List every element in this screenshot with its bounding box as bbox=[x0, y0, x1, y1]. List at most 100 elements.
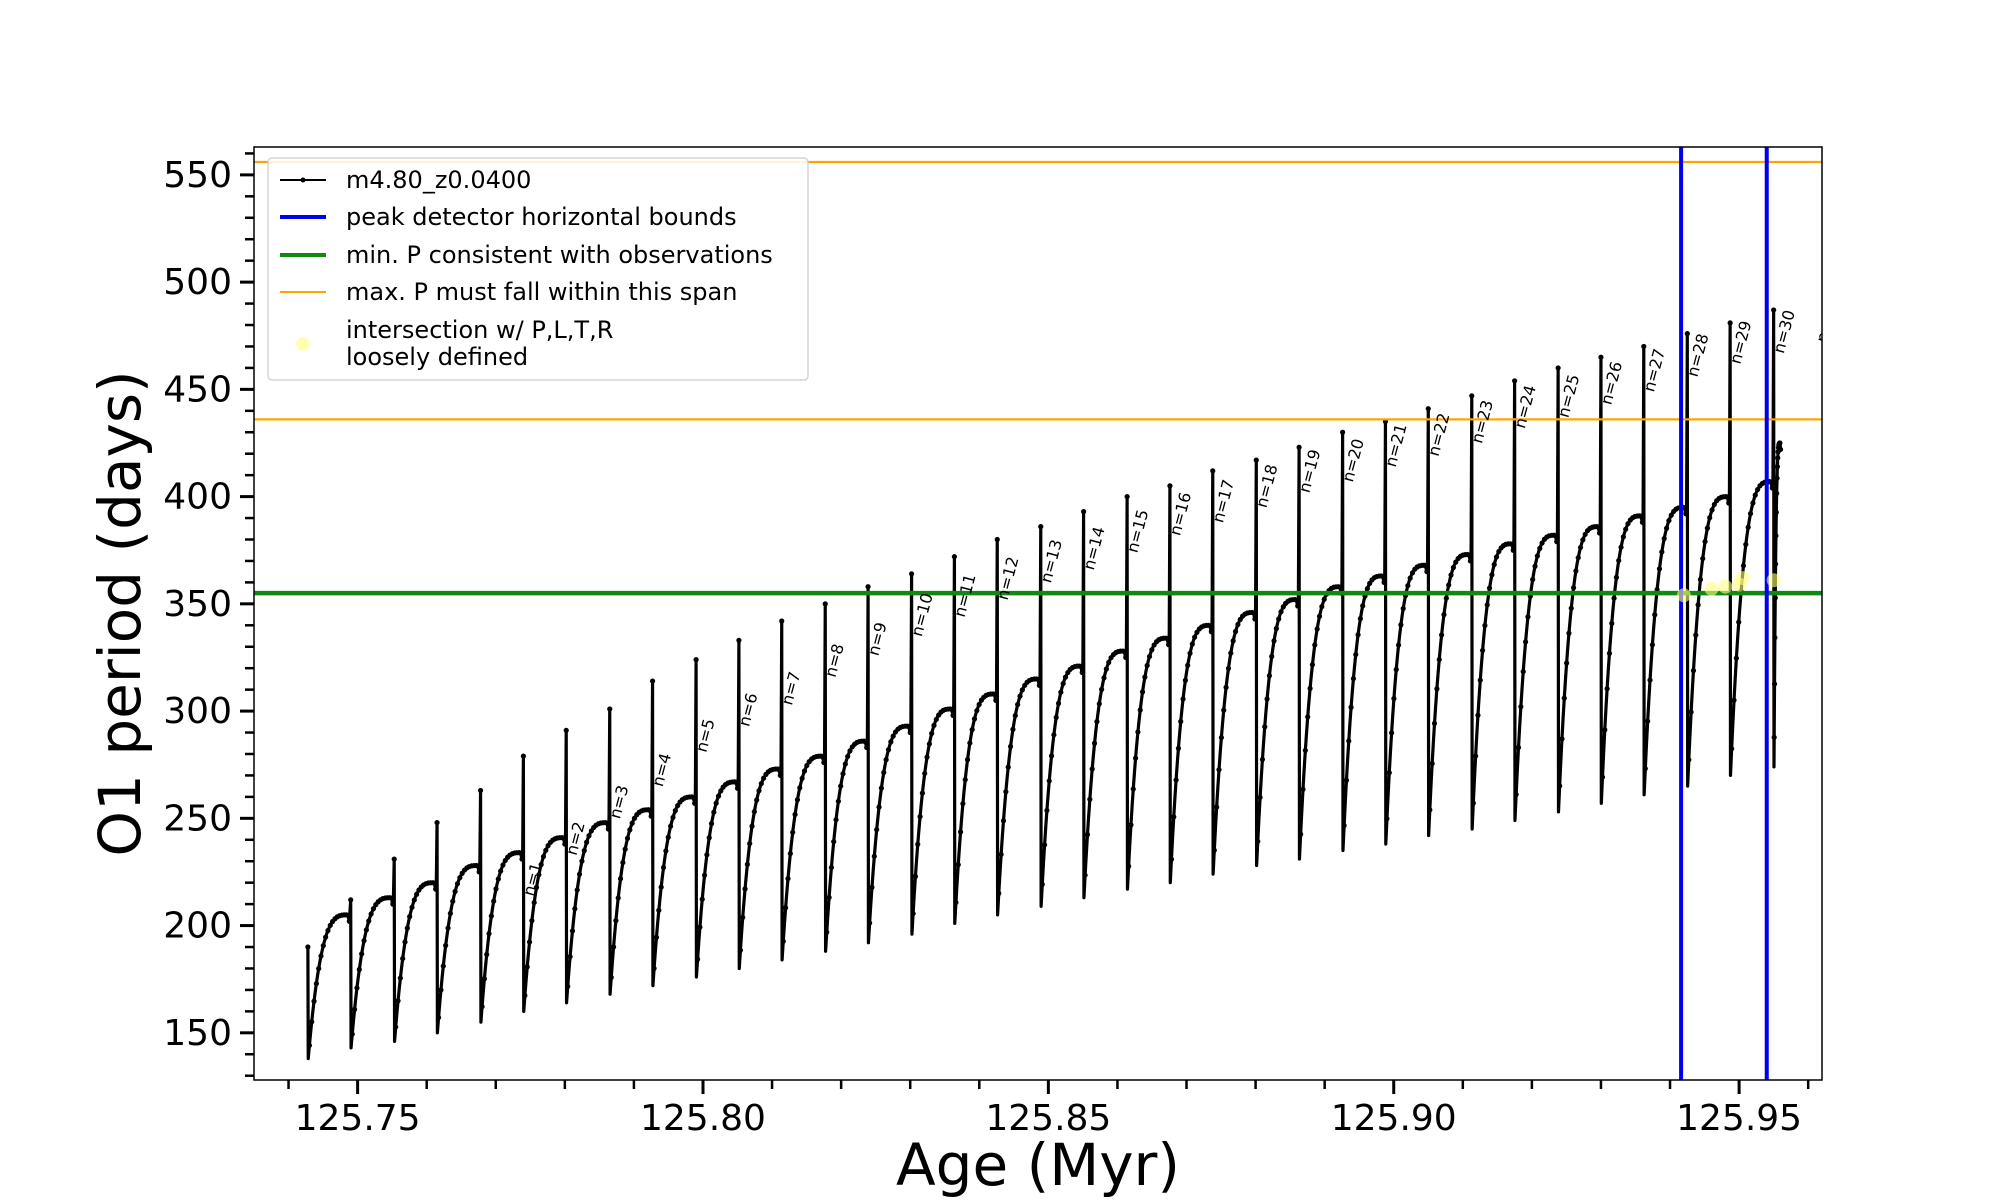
series-point bbox=[833, 817, 839, 823]
series-point bbox=[366, 918, 372, 924]
series-point bbox=[1743, 541, 1749, 548]
series-point bbox=[1777, 446, 1784, 453]
series-point bbox=[821, 759, 827, 766]
series-point bbox=[1733, 655, 1739, 661]
series-point bbox=[1642, 765, 1648, 772]
series-point bbox=[883, 757, 889, 763]
series-point bbox=[1637, 513, 1643, 519]
series-point bbox=[445, 925, 451, 931]
plot-frame bbox=[253, 146, 1823, 1081]
series-point bbox=[1168, 856, 1175, 862]
series-point bbox=[797, 785, 803, 791]
series-point bbox=[1146, 653, 1153, 660]
series-point bbox=[1530, 576, 1536, 583]
series-point bbox=[540, 853, 547, 860]
series-point bbox=[1684, 331, 1690, 337]
series-point bbox=[1731, 697, 1737, 703]
series-point bbox=[840, 771, 846, 777]
series-point bbox=[1564, 660, 1570, 666]
series-point bbox=[1276, 616, 1282, 622]
series-point bbox=[370, 906, 377, 912]
series-point bbox=[993, 697, 999, 703]
series-point bbox=[476, 869, 482, 875]
series-point bbox=[1620, 534, 1626, 540]
series-point bbox=[1429, 760, 1435, 767]
series-point bbox=[694, 956, 701, 962]
series-point bbox=[327, 922, 333, 928]
series-point bbox=[663, 848, 669, 854]
series-point bbox=[1486, 585, 1493, 591]
series-point bbox=[912, 873, 919, 880]
x-axis-title: Age (Myr) bbox=[896, 1131, 1180, 1199]
series-point bbox=[323, 934, 329, 940]
legend-label-line: intersection w/ P,L,T,R bbox=[346, 316, 613, 344]
legend-entry-1: m4.80_z0.0400 bbox=[280, 166, 531, 194]
series-point bbox=[605, 826, 611, 832]
series-point bbox=[1225, 665, 1232, 672]
y-tick-label: 150 bbox=[163, 1013, 232, 1054]
series-point bbox=[1773, 561, 1779, 567]
series-point bbox=[1424, 569, 1430, 575]
series-point bbox=[1384, 816, 1390, 822]
series-point bbox=[1520, 669, 1526, 675]
series-point bbox=[1295, 603, 1301, 609]
series-point bbox=[1167, 483, 1173, 489]
series-point bbox=[1080, 509, 1087, 515]
series-point bbox=[1046, 778, 1052, 784]
series-point bbox=[715, 793, 722, 799]
series-point bbox=[1769, 485, 1775, 491]
series-point bbox=[1777, 440, 1783, 446]
series-point bbox=[447, 910, 453, 917]
series-point bbox=[486, 931, 492, 937]
series-point bbox=[1551, 532, 1557, 538]
series-point bbox=[1623, 526, 1629, 532]
series-point bbox=[316, 965, 322, 972]
series-point bbox=[974, 708, 980, 714]
intersection-point bbox=[1718, 579, 1733, 594]
series-point bbox=[704, 852, 710, 858]
series-point bbox=[1271, 638, 1277, 644]
series-point bbox=[1537, 545, 1543, 551]
series-point bbox=[311, 998, 317, 1004]
series-point bbox=[777, 772, 783, 779]
series-point bbox=[491, 898, 497, 904]
series-point bbox=[361, 938, 367, 944]
series-point bbox=[754, 797, 760, 803]
series-point bbox=[1135, 729, 1141, 735]
series-point bbox=[309, 1019, 315, 1025]
series-point bbox=[1039, 881, 1045, 887]
series-point bbox=[971, 716, 978, 722]
series-point bbox=[737, 947, 744, 953]
series-point bbox=[1446, 582, 1452, 588]
series-point bbox=[1507, 541, 1514, 547]
series-point bbox=[874, 827, 880, 833]
series-point bbox=[348, 897, 354, 903]
series-point bbox=[414, 891, 420, 897]
series-point bbox=[1443, 595, 1449, 601]
series-point bbox=[1464, 551, 1471, 558]
series-point bbox=[693, 657, 699, 663]
series-point bbox=[1357, 616, 1363, 622]
series-point bbox=[1041, 842, 1048, 848]
series-point bbox=[1697, 576, 1704, 583]
series-point bbox=[1343, 777, 1350, 783]
series-point bbox=[1439, 632, 1445, 638]
series-point bbox=[744, 861, 750, 867]
series-point bbox=[404, 925, 410, 931]
series-point bbox=[1036, 682, 1042, 688]
series-point bbox=[1316, 613, 1323, 619]
series-point bbox=[629, 820, 635, 826]
series-point bbox=[1771, 681, 1778, 687]
series-point bbox=[933, 716, 939, 722]
series-point bbox=[907, 729, 913, 736]
series-point bbox=[1431, 720, 1438, 727]
intersection-point bbox=[1735, 571, 1750, 586]
series-point bbox=[586, 833, 592, 839]
series-point bbox=[1017, 693, 1023, 699]
series-point bbox=[1695, 602, 1701, 608]
series-point bbox=[1555, 365, 1561, 371]
series-point bbox=[1491, 561, 1497, 568]
series-point bbox=[411, 897, 417, 903]
series-point bbox=[1711, 501, 1717, 508]
series-point bbox=[871, 853, 877, 859]
